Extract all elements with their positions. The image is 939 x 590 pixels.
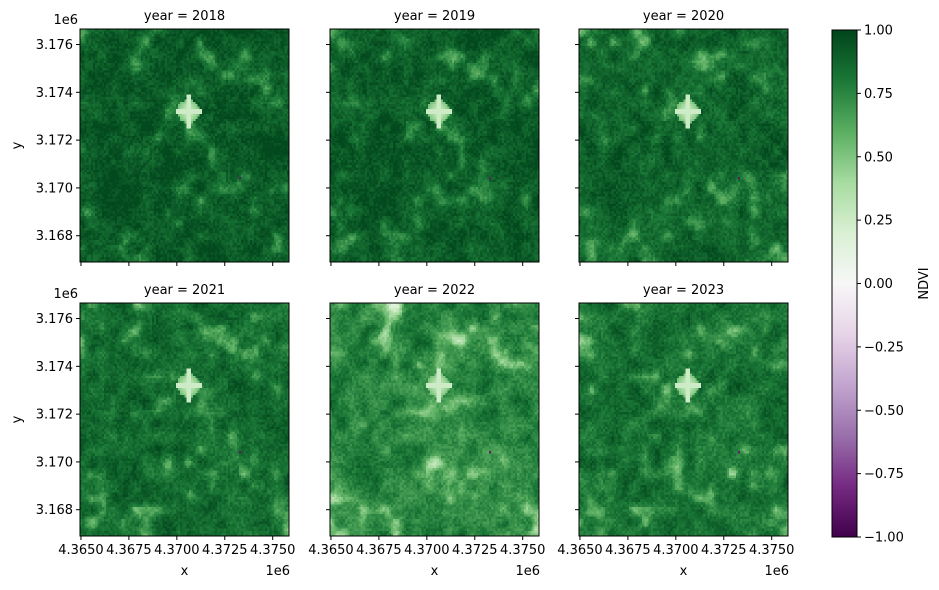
panel-2019: year = 2019 xyxy=(326,9,540,266)
ndvi-raster-2023 xyxy=(579,303,788,536)
ndvi-raster-2019 xyxy=(330,29,539,262)
colorbar-tick-label: 0.50 xyxy=(864,150,893,165)
x-tick-label: 4.3675 xyxy=(605,543,651,558)
colorbar-tick-label: 0.75 xyxy=(864,87,893,102)
panel-frame xyxy=(329,302,540,537)
panel-2021: year = 2021 4.3650 4.3675 4.3700 4.3725 4.375… xyxy=(10,283,295,579)
panel-title: year = 2021 xyxy=(144,283,225,298)
colorbar: 1.00 0.75 0.50 0.25 0.00 −0.25 −0.50 −0.75 −1.00… xyxy=(831,24,932,546)
panel-title: year = 2023 xyxy=(643,283,724,298)
panel-frame xyxy=(578,302,789,537)
x-offset-label: 1e6 xyxy=(265,564,290,579)
y-offset-label: 1e6 xyxy=(53,13,78,28)
ndvi-raster-2018 xyxy=(80,29,289,262)
y-tick-label: 3.170 xyxy=(36,455,73,470)
x-tick-label: 4.3650 xyxy=(557,543,603,558)
panel-frame xyxy=(79,302,290,537)
panel-frame xyxy=(79,28,290,263)
panel-2023: year = 2023 4.3650 4.3675 4.3700 4.3725 4.375… xyxy=(557,283,794,579)
x-tick-label: 4.3650 xyxy=(308,543,354,558)
panel-frame xyxy=(329,28,540,263)
colorbar-tick-label: 1.00 xyxy=(864,24,893,39)
x-tick-label: 4.3675 xyxy=(106,543,152,558)
x-tick-label: 4.3750 xyxy=(749,543,795,558)
x-tick-label: 4.3725 xyxy=(202,543,248,558)
ndvi-raster-2020 xyxy=(579,29,788,262)
x-axis-label: x xyxy=(431,564,439,579)
y-tick-label: 3.172 xyxy=(36,134,73,149)
panels-group: year = 20183.1683.1703.1723.1743.1761e6y… xyxy=(10,9,794,579)
x-tick-label: 4.3700 xyxy=(154,543,200,558)
panel-frame xyxy=(578,28,789,263)
x-axis-label: x xyxy=(680,564,688,579)
colorbar-gradient xyxy=(832,30,857,537)
y-tick-label: 3.168 xyxy=(36,229,73,244)
ndvi-raster-2021 xyxy=(80,303,289,536)
y-axis-label: y xyxy=(10,415,25,423)
panel-title: year = 2019 xyxy=(394,9,475,24)
x-tick-label: 4.3675 xyxy=(356,543,402,558)
panel-2018: year = 2018 3.168 3.170 3.172 3.174 3.176 1e6 y xyxy=(10,9,290,266)
colorbar-tick-label: −1.00 xyxy=(864,531,904,546)
x-offset-label: 1e6 xyxy=(764,564,789,579)
panel-2022: year = 2022 4.3650 4.3675 4.3700 4.3725 4.375… xyxy=(308,283,545,579)
x-axis-label: x xyxy=(181,564,189,579)
ndvi-raster-2022 xyxy=(330,303,539,536)
y-tick-label: 3.174 xyxy=(36,86,73,101)
x-tick-label: 4.3725 xyxy=(701,543,747,558)
y-axis-label: y xyxy=(10,141,25,149)
colorbar-tick-label: −0.50 xyxy=(864,404,904,419)
x-offset-label: 1e6 xyxy=(515,564,540,579)
y-tick-label: 3.176 xyxy=(36,38,73,53)
y-tick-label: 3.174 xyxy=(36,360,73,375)
panel-title: year = 2022 xyxy=(394,283,475,298)
colorbar-label: NDVI xyxy=(917,267,932,299)
panel-title: year = 2020 xyxy=(643,9,724,24)
x-tick-label: 4.3725 xyxy=(452,543,498,558)
panel-title: year = 2018 xyxy=(144,9,225,24)
x-tick-label: 4.3700 xyxy=(404,543,450,558)
colorbar-tick-label: 0.25 xyxy=(864,214,893,229)
y-tick-label: 3.170 xyxy=(36,181,73,196)
colorbar-tick-label: 0.00 xyxy=(864,277,893,292)
colorbar-tick-label: −0.75 xyxy=(864,467,904,482)
y-offset-label: 1e6 xyxy=(53,287,78,302)
y-tick-label: 3.172 xyxy=(36,408,73,423)
panel-2020: year = 2020 xyxy=(575,9,789,266)
y-tick-label: 3.168 xyxy=(36,503,73,518)
x-tick-label: 4.3650 xyxy=(58,543,104,558)
x-tick-label: 4.3700 xyxy=(653,543,699,558)
x-tick-label: 4.3750 xyxy=(250,543,296,558)
y-tick-label: 3.176 xyxy=(36,312,73,327)
colorbar-tick-label: −0.25 xyxy=(864,340,904,355)
x-tick-label: 4.3750 xyxy=(500,543,546,558)
